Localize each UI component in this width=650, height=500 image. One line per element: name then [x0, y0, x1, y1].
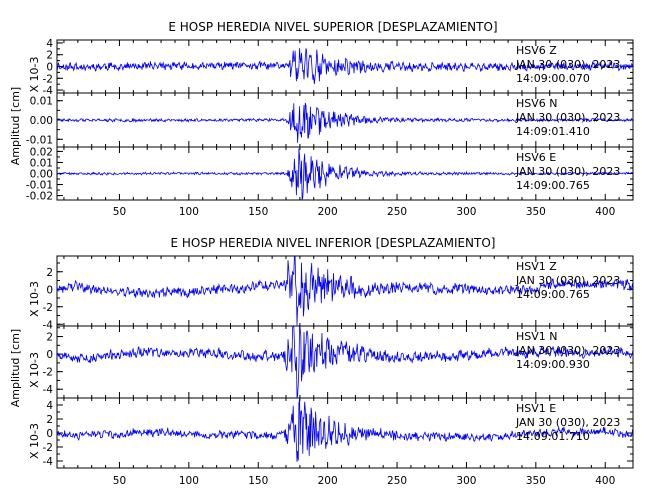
- station-component: HSV1 Z: [516, 260, 557, 273]
- y-tick-label: -2: [43, 442, 53, 454]
- chart-title: E HOSP HEREDIA NIVEL SUPERIOR [DESPLAZAM…: [168, 20, 497, 34]
- x-tick-label: 250: [387, 206, 407, 218]
- series-trace: [56, 148, 634, 200]
- record-time: 14:09:00.070: [516, 72, 590, 85]
- x-tick-label: 100: [179, 206, 199, 218]
- y-tick-label: -0.01: [26, 180, 53, 192]
- y-tick-label: 0.01: [30, 96, 53, 108]
- record-time: 14:09:00.765: [516, 288, 590, 301]
- y-tick-label: 0.01: [30, 157, 53, 169]
- y-axis-label: Amplitud [cm]: [9, 87, 22, 165]
- y-tick-label: 4: [46, 400, 53, 412]
- y-tick-label: -0.02: [26, 191, 53, 203]
- x-tick-label: 150: [248, 206, 268, 218]
- station-component: HSV1 N: [516, 330, 558, 343]
- record-date: JAN 30 (030), 2023: [515, 274, 620, 287]
- station-component: HSV1 E: [516, 402, 556, 415]
- y-tick-label: 4: [46, 38, 53, 50]
- record-date: JAN 30 (030), 2023: [515, 111, 620, 124]
- panel-scale-label: X 10-3: [28, 57, 41, 93]
- station-component: HSV6 Z: [516, 44, 557, 57]
- chart-title: E HOSP HEREDIA NIVEL INFERIOR [DESPLAZAM…: [170, 236, 495, 250]
- panel-scale-label: X 10-3: [28, 352, 41, 388]
- y-tick-label: 0.00: [30, 169, 53, 181]
- x-tick-label: 200: [318, 206, 338, 218]
- x-tick-label: 400: [595, 475, 615, 487]
- y-tick-label: 2: [46, 332, 53, 344]
- x-tick-label: 250: [387, 475, 407, 487]
- record-time: 14:09:00.930: [516, 358, 590, 371]
- y-tick-label: 2: [46, 267, 53, 279]
- panel-scale-label: X 10-3: [28, 423, 41, 459]
- series-trace: [56, 326, 634, 399]
- y-tick-label: 0: [46, 349, 53, 361]
- station-component: HSV6 N: [516, 97, 558, 110]
- x-tick-label: 100: [179, 475, 199, 487]
- y-tick-label: -4: [43, 85, 54, 97]
- y-tick-label: 0.00: [30, 115, 53, 127]
- y-tick-label: -4: [43, 384, 54, 396]
- y-tick-label: 2: [46, 414, 53, 426]
- y-tick-label: 0: [46, 428, 53, 440]
- x-tick-label: 350: [526, 206, 546, 218]
- y-tick-label: 2: [46, 50, 53, 62]
- x-tick-label: 50: [113, 475, 126, 487]
- y-tick-label: -2: [43, 367, 53, 379]
- x-tick-label: 50: [113, 206, 126, 218]
- y-tick-label: -0.01: [26, 134, 53, 146]
- x-tick-label: 200: [318, 475, 338, 487]
- record-date: JAN 30 (030), 2023: [515, 344, 620, 357]
- chart-group-1: E HOSP HEREDIA NIVEL SUPERIOR [DESPLAZAM…: [9, 20, 634, 218]
- panel-scale-label: X 10-3: [28, 281, 41, 317]
- chart-group-2: E HOSP HEREDIA NIVEL INFERIOR [DESPLAZAM…: [9, 236, 634, 487]
- record-date: JAN 30 (030), 2023: [515, 165, 620, 178]
- y-axis-label: Amplitud [cm]: [9, 329, 22, 407]
- record-time: 14:09:00.765: [516, 179, 590, 192]
- station-component: HSV6 E: [516, 151, 556, 164]
- y-tick-label: -4: [43, 319, 54, 331]
- series-trace: [56, 256, 634, 326]
- y-tick-label: -2: [43, 73, 53, 85]
- x-tick-label: 300: [456, 475, 476, 487]
- series-trace: [56, 48, 634, 85]
- x-tick-label: 400: [595, 206, 615, 218]
- x-tick-label: 350: [526, 475, 546, 487]
- record-date: JAN 30 (030), 2023: [515, 58, 620, 71]
- record-date: JAN 30 (030), 2023: [515, 416, 620, 429]
- y-tick-label: -4: [43, 456, 54, 468]
- x-tick-label: 150: [248, 475, 268, 487]
- x-tick-label: 300: [456, 206, 476, 218]
- y-tick-label: 0: [46, 62, 53, 74]
- series-trace: [56, 102, 634, 143]
- y-tick-label: -2: [43, 302, 53, 314]
- y-tick-label: 0: [46, 284, 53, 296]
- series-trace: [56, 398, 634, 462]
- record-time: 14:09:01.710: [516, 430, 590, 443]
- y-tick-label: 0.02: [30, 146, 53, 158]
- record-time: 14:09:01.410: [516, 125, 590, 138]
